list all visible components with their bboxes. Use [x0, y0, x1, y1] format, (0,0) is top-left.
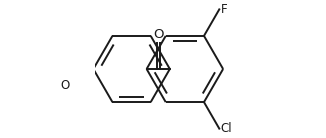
- Text: Cl: Cl: [221, 122, 232, 135]
- Text: O: O: [153, 28, 163, 41]
- Text: O: O: [61, 79, 70, 92]
- Text: F: F: [221, 3, 227, 16]
